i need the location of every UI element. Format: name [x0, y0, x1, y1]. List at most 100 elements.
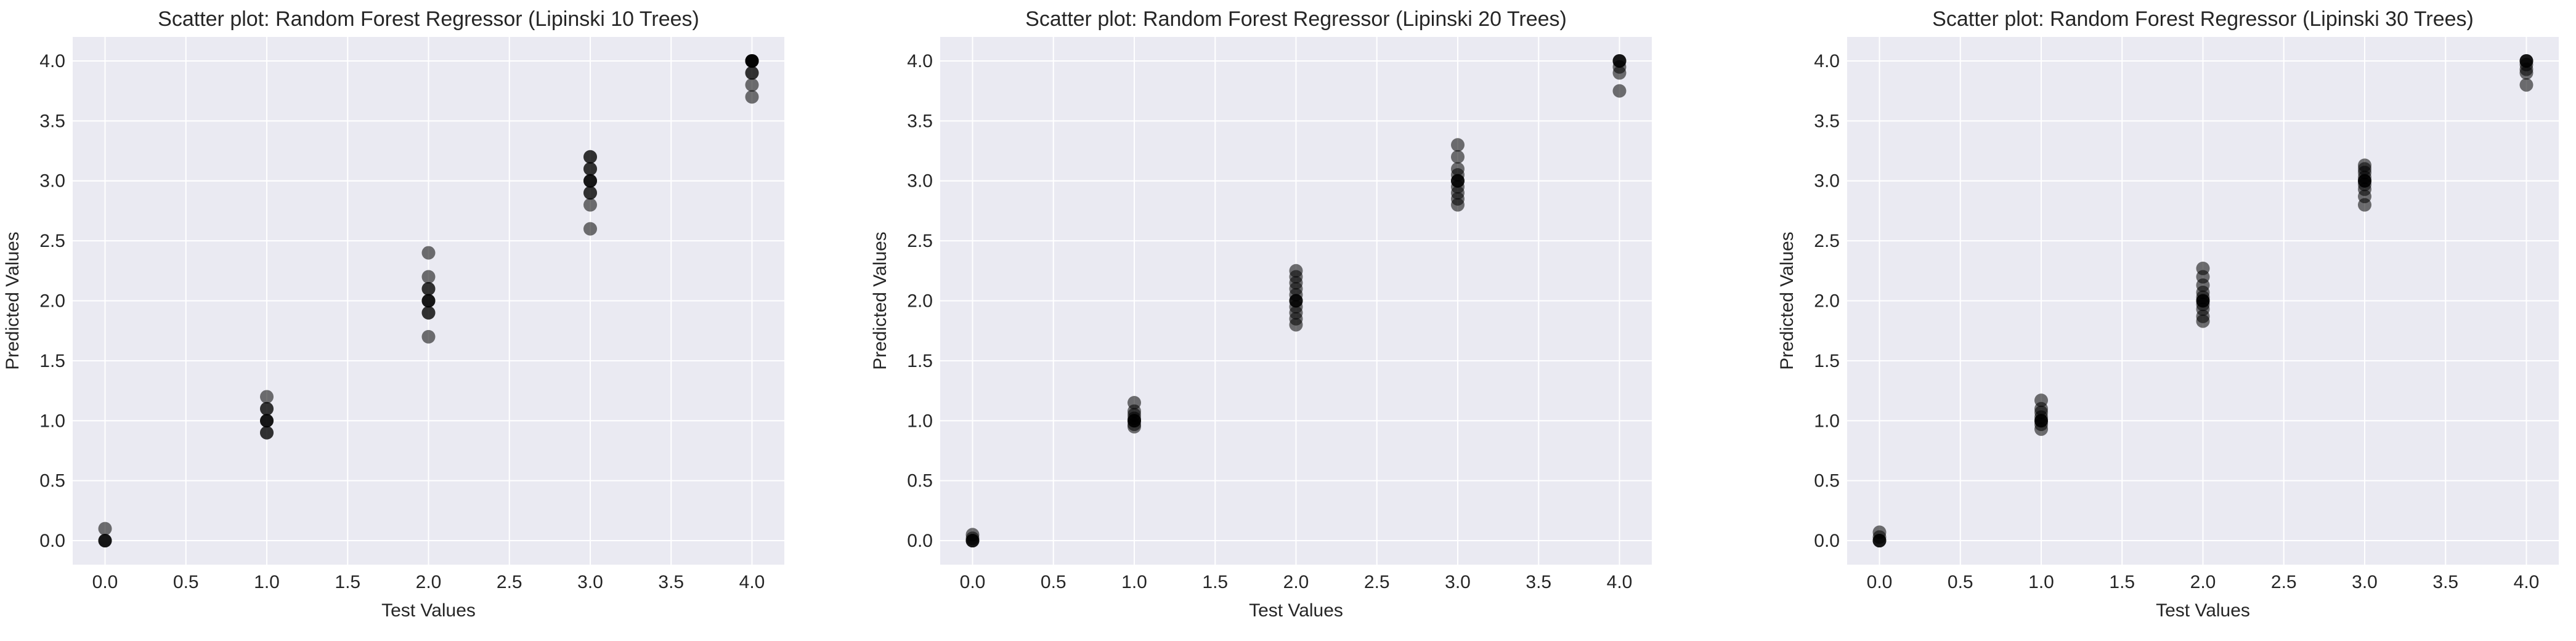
data-point — [421, 270, 436, 284]
x-tick-label: 3.0 — [2352, 572, 2378, 592]
x-tick-label: 4.0 — [2514, 572, 2540, 592]
y-tick-label: 1.0 — [907, 411, 933, 431]
data-point — [745, 90, 759, 104]
data-point — [2196, 261, 2210, 275]
data-point — [98, 534, 112, 548]
data-point — [2519, 78, 2533, 92]
data-point — [965, 528, 980, 542]
data-point — [98, 522, 112, 536]
x-tick-label: 0.5 — [1041, 572, 1067, 592]
y-tick-label: 3.5 — [39, 111, 65, 131]
y-tick-label: 1.5 — [1814, 351, 1840, 371]
x-tick-label: 4.0 — [1607, 572, 1633, 592]
scatter-plot-3: 0.0 0.5 1.0 1.5 2.0 2.5 3.0 3.5 4.0 0.0 0.5 1.0 1.5 2… — [1777, 7, 2559, 621]
data-point — [583, 186, 597, 200]
x-tick-label: 2.5 — [497, 572, 522, 592]
x-tick-label: 0.0 — [960, 572, 986, 592]
data-point — [2358, 158, 2371, 172]
y-tick-label: 3.0 — [39, 171, 65, 191]
data-point — [1451, 150, 1465, 164]
y-tick-label: 3.5 — [1814, 111, 1840, 131]
data-point — [1451, 138, 1465, 152]
y-tick-label: 0.5 — [39, 471, 65, 491]
y-tick-label: 2.5 — [1814, 231, 1840, 251]
x-tick-label: 2.5 — [2271, 572, 2297, 592]
data-point — [583, 174, 597, 188]
y-tick-label: 3.0 — [907, 171, 933, 191]
x-tick-label: 3.5 — [1526, 572, 1551, 592]
y-tick-label: 4.0 — [39, 51, 65, 71]
y-tick-label: 3.0 — [1814, 171, 1840, 191]
data-point — [2519, 54, 2533, 68]
x-tick-label: 2.0 — [2190, 572, 2216, 592]
y-tick-label: 2.5 — [907, 231, 933, 251]
y-tick-label: 0.5 — [1814, 471, 1840, 491]
data-point — [1289, 264, 1303, 278]
y-tick-label: 4.0 — [1814, 51, 1840, 71]
x-tick-label: 2.0 — [1283, 572, 1309, 592]
data-point — [1872, 525, 1887, 539]
x-tick-label: 3.5 — [658, 572, 684, 592]
x-tick-label: 0.0 — [1867, 572, 1893, 592]
data-point — [260, 390, 274, 404]
x-tick-label: 0.5 — [173, 572, 199, 592]
y-tick-label: 1.5 — [907, 351, 933, 371]
x-tick-label: 3.0 — [1445, 572, 1471, 592]
x-tick-label: 1.0 — [254, 572, 280, 592]
data-point — [421, 246, 436, 260]
data-point — [260, 414, 274, 428]
x-tick-label: 1.0 — [1121, 572, 1147, 592]
y-tick-label: 2.0 — [1814, 291, 1840, 312]
x-tick-label: 3.0 — [577, 572, 603, 592]
y-tick-label: 2.0 — [39, 291, 65, 312]
data-point — [583, 162, 597, 176]
y-tick-label: 4.0 — [907, 51, 933, 71]
x-tick-label: 2.0 — [416, 572, 442, 592]
data-point — [421, 282, 436, 296]
data-point — [1612, 84, 1627, 98]
data-point — [745, 66, 759, 80]
data-point — [2034, 393, 2048, 408]
data-point — [260, 401, 274, 416]
x-tick-label: 1.5 — [2109, 572, 2135, 592]
data-point — [1128, 396, 1141, 410]
chart-title: Scatter plot: Random Forest Regressor (L… — [1932, 7, 2474, 31]
data-point — [421, 305, 436, 320]
chart-title: Scatter plot: Random Forest Regressor (L… — [1025, 7, 1567, 31]
data-point — [1612, 54, 1627, 68]
x-tick-label: 0.0 — [92, 572, 118, 592]
data-point — [1451, 162, 1465, 176]
x-axis-label: Test Values — [1249, 600, 1343, 621]
x-tick-label: 1.5 — [335, 572, 360, 592]
x-tick-label: 2.5 — [1364, 572, 1390, 592]
y-tick-label: 1.0 — [39, 411, 65, 431]
scatter-plot-2: 0.0 0.5 1.0 1.5 2.0 2.5 3.0 3.5 4.0 0.0 0.5 1.0 1.5 2… — [870, 7, 1652, 621]
y-axis-label: Predicted Values — [2, 232, 23, 370]
data-point — [260, 425, 274, 440]
x-axis-label: Test Values — [2156, 600, 2250, 621]
x-tick-label: 4.0 — [739, 572, 765, 592]
x-tick-label: 0.5 — [1948, 572, 1973, 592]
y-axis-label: Predicted Values — [1777, 232, 1797, 370]
scatter-plot-1: 0.0 0.5 1.0 1.5 2.0 2.5 3.0 3.5 4.0 0.0 0.5 1.0 1.5 2… — [2, 7, 784, 621]
x-tick-label: 1.0 — [2028, 572, 2054, 592]
y-tick-label: 0.0 — [39, 531, 65, 551]
data-point — [421, 329, 436, 344]
y-tick-label: 2.0 — [907, 291, 933, 312]
y-tick-label: 1.5 — [39, 351, 65, 371]
chart-title: Scatter plot: Random Forest Regressor (L… — [158, 7, 699, 31]
data-point — [421, 294, 436, 308]
y-tick-label: 2.5 — [39, 231, 65, 251]
x-tick-label: 3.5 — [2432, 572, 2458, 592]
x-axis-label: Test Values — [381, 600, 476, 621]
y-tick-label: 1.0 — [1814, 411, 1840, 431]
data-point — [583, 150, 597, 164]
y-tick-label: 0.5 — [907, 471, 933, 491]
data-point — [583, 198, 597, 212]
data-point — [583, 222, 597, 236]
data-point — [745, 54, 759, 68]
y-tick-label: 3.5 — [907, 111, 933, 131]
y-tick-label: 0.0 — [907, 531, 933, 551]
y-tick-label: 0.0 — [1814, 531, 1840, 551]
